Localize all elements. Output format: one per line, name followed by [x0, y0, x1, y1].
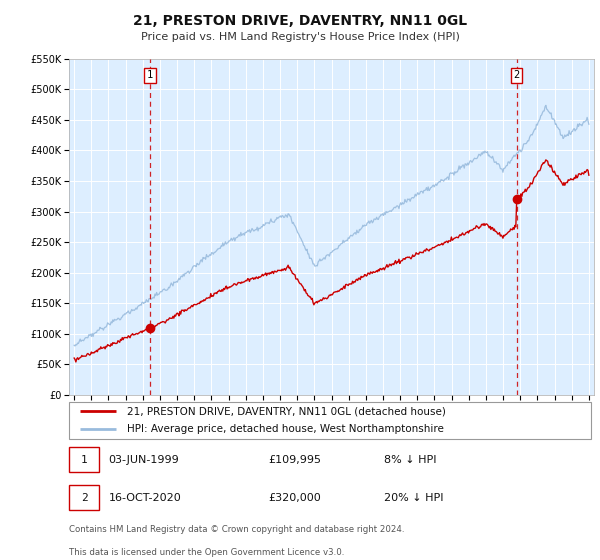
Text: 2: 2 [514, 71, 520, 80]
Text: 16-OCT-2020: 16-OCT-2020 [109, 493, 181, 502]
FancyBboxPatch shape [69, 447, 100, 472]
FancyBboxPatch shape [69, 485, 100, 510]
Text: HPI: Average price, detached house, West Northamptonshire: HPI: Average price, detached house, West… [127, 423, 443, 433]
Text: 21, PRESTON DRIVE, DAVENTRY, NN11 0GL (detached house): 21, PRESTON DRIVE, DAVENTRY, NN11 0GL (d… [127, 407, 446, 417]
Text: Contains HM Land Registry data © Crown copyright and database right 2024.: Contains HM Land Registry data © Crown c… [69, 525, 404, 534]
Text: Price paid vs. HM Land Registry's House Price Index (HPI): Price paid vs. HM Land Registry's House … [140, 32, 460, 43]
Text: 03-JUN-1999: 03-JUN-1999 [109, 455, 179, 465]
Text: This data is licensed under the Open Government Licence v3.0.: This data is licensed under the Open Gov… [69, 548, 344, 557]
Text: 20% ↓ HPI: 20% ↓ HPI [384, 493, 443, 502]
Text: 8% ↓ HPI: 8% ↓ HPI [384, 455, 437, 465]
Text: £320,000: £320,000 [269, 493, 321, 502]
Text: 1: 1 [81, 455, 88, 465]
Text: 2: 2 [81, 493, 88, 502]
Text: 21, PRESTON DRIVE, DAVENTRY, NN11 0GL: 21, PRESTON DRIVE, DAVENTRY, NN11 0GL [133, 14, 467, 28]
Text: 1: 1 [147, 71, 153, 80]
Text: £109,995: £109,995 [269, 455, 322, 465]
FancyBboxPatch shape [69, 402, 592, 439]
